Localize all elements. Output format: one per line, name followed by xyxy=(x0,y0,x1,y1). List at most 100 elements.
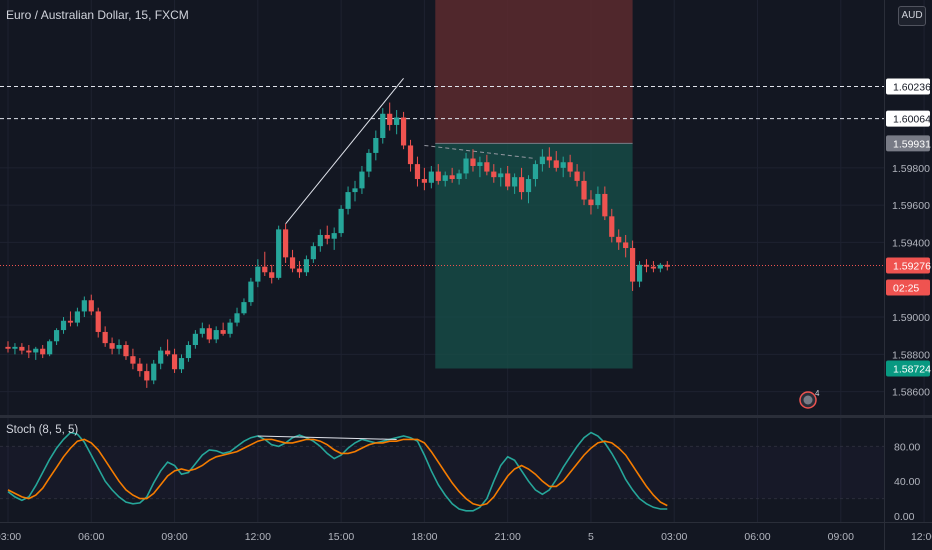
candle xyxy=(463,152,469,180)
candle-body xyxy=(567,162,573,172)
candle xyxy=(151,359,157,385)
take-profit-zone xyxy=(435,143,633,369)
candle xyxy=(602,186,608,221)
candle xyxy=(220,322,226,336)
candle-body xyxy=(213,330,219,340)
candle xyxy=(158,346,164,370)
time-tick-label: 5 xyxy=(588,531,594,543)
candle-body xyxy=(359,171,365,189)
candle xyxy=(630,240,636,291)
candle xyxy=(213,326,219,344)
candle-body xyxy=(269,272,275,278)
candle xyxy=(588,190,594,215)
price-label-bg xyxy=(886,257,930,274)
currency-button[interactable]: AUD xyxy=(898,6,926,26)
candle-body xyxy=(130,356,136,364)
price-tick-label: 1.59000 xyxy=(892,312,930,324)
candle xyxy=(296,261,303,278)
candle xyxy=(470,149,476,172)
price-tick-label: 1.58800 xyxy=(892,349,930,361)
candle xyxy=(102,326,108,347)
candle-body xyxy=(171,354,178,370)
candle xyxy=(400,111,407,150)
price-label-text: 1.59931 xyxy=(893,138,931,150)
candle xyxy=(345,186,351,215)
price-label: 02:25 xyxy=(886,279,930,296)
price-tick-label: 1.59600 xyxy=(892,200,930,212)
price-label-bg xyxy=(886,110,930,127)
candle-body xyxy=(380,113,386,138)
candle xyxy=(171,348,178,373)
candle-body xyxy=(574,171,580,181)
candle xyxy=(664,261,670,271)
candle xyxy=(276,225,282,280)
candle-body xyxy=(595,193,601,206)
time-tick-label: 12:00 xyxy=(911,531,932,543)
candle xyxy=(380,108,386,144)
candle-body xyxy=(588,199,594,206)
candle-body xyxy=(449,175,455,180)
candle xyxy=(5,341,11,353)
candle xyxy=(491,164,497,183)
candle xyxy=(60,317,67,334)
price-axis[interactable]: 1.58600 1.58800 1.59000 1.59400 1.59600 1.598… xyxy=(892,163,930,523)
candle xyxy=(442,171,448,187)
candle xyxy=(130,348,136,370)
price-label-bg xyxy=(886,78,930,95)
indicator-label[interactable]: Stoch (8, 5, 5) xyxy=(6,424,79,436)
candle-body xyxy=(609,216,615,237)
candle xyxy=(484,154,490,176)
candle xyxy=(414,156,421,187)
candle xyxy=(40,345,46,359)
candle-body xyxy=(414,164,421,180)
candle xyxy=(574,164,580,187)
candle-body xyxy=(178,358,185,370)
candle xyxy=(525,175,532,204)
candle xyxy=(262,251,268,276)
price-label-text: 1.59276 xyxy=(893,261,931,273)
candle xyxy=(567,154,573,178)
candle-body xyxy=(470,158,476,166)
candle xyxy=(373,130,379,161)
price-label-text: 1.60236 xyxy=(893,82,931,94)
candle-body xyxy=(546,156,552,161)
candle-body xyxy=(643,264,650,267)
candles xyxy=(5,102,670,388)
stoch-d-line xyxy=(7,438,668,507)
candle xyxy=(109,337,115,355)
time-tick-label: 06:00 xyxy=(744,531,770,543)
candle-body xyxy=(400,117,407,146)
candle xyxy=(12,343,18,355)
alert-icon[interactable]: 4 xyxy=(798,388,820,410)
position-tool[interactable] xyxy=(435,0,633,369)
candle xyxy=(185,341,192,362)
candle-body xyxy=(366,152,372,172)
candle-body xyxy=(19,346,25,351)
candle-body xyxy=(428,171,434,183)
candle-body xyxy=(539,156,545,165)
candle-body xyxy=(435,171,441,181)
time-tick-label: 12:00 xyxy=(245,531,271,543)
time-tick-label: 03:00 xyxy=(661,531,687,543)
horizontal-lines[interactable] xyxy=(0,86,884,267)
trend-lines[interactable] xyxy=(285,78,536,225)
candle xyxy=(394,110,400,135)
candle-body xyxy=(220,330,226,334)
candle-body xyxy=(289,257,296,269)
candle-body xyxy=(255,266,261,282)
candle-body xyxy=(657,264,663,269)
candle-body xyxy=(151,363,157,381)
candle-body xyxy=(630,248,636,282)
candle xyxy=(283,223,289,263)
time-axis[interactable]: 03:00 06:00 09:00 12:00 15:00 18:00 21:00 5 03:0… xyxy=(0,531,932,543)
candle xyxy=(234,307,240,327)
candle-body xyxy=(338,208,344,234)
stoch-tick-label: 80.00 xyxy=(894,441,920,453)
candle xyxy=(53,328,60,345)
candle-body xyxy=(165,350,171,355)
candle-body xyxy=(491,171,497,178)
candle-body xyxy=(12,346,18,349)
candle-body xyxy=(602,193,608,217)
alert-count: 4 xyxy=(815,389,820,398)
